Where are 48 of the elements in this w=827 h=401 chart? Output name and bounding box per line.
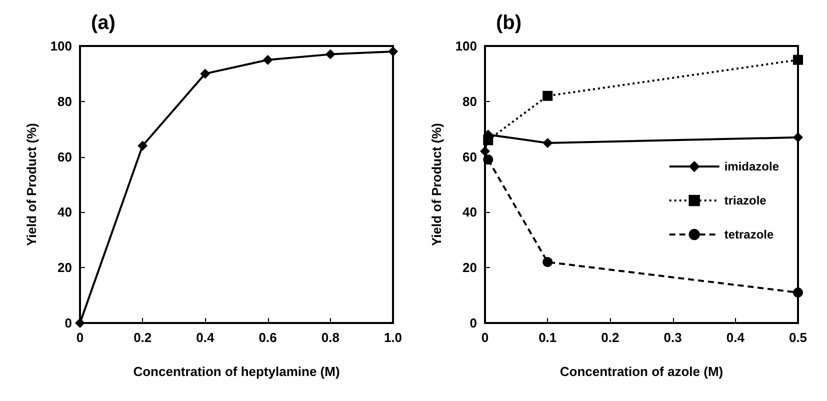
- x-tick-label: 0.2: [134, 330, 152, 345]
- point: [542, 257, 553, 268]
- x-tick-label: 0.3: [664, 330, 682, 345]
- point: [483, 135, 494, 146]
- y-axis-title: Yield of Product (%): [429, 122, 444, 246]
- point: [793, 54, 803, 65]
- chart-title: (b): [496, 12, 522, 34]
- x-axis-title: Concentration of azole (M): [560, 364, 724, 379]
- point: [542, 138, 553, 148]
- y-tick-label: 80: [58, 94, 72, 109]
- x-tick-label: 0.5: [788, 330, 808, 345]
- point: [793, 288, 803, 298]
- point: [542, 90, 553, 101]
- point: [793, 132, 803, 142]
- legend-label: tetrazole: [724, 228, 774, 242]
- legend-label: triazole: [724, 194, 767, 208]
- x-tick-label: 0.1: [538, 330, 557, 345]
- x-axis-title: Concentration of heptylamine (M): [133, 364, 340, 379]
- y-tick-label: 0: [64, 316, 72, 330]
- point: [75, 318, 85, 328]
- legend-label: imidazole: [724, 160, 780, 174]
- y-tick-label: 40: [58, 204, 72, 220]
- y-tick-label: 80: [462, 94, 477, 109]
- x-tick-label: 0: [481, 330, 489, 345]
- x-tick-label: 0.6: [258, 330, 277, 345]
- x-tick-label: 0: [76, 330, 84, 345]
- x-tick-label: 1.0: [384, 330, 402, 345]
- point: [138, 140, 148, 151]
- y-tick-label: 60: [58, 149, 72, 164]
- point: [325, 49, 336, 60]
- x-tick-label: 0.8: [321, 330, 340, 345]
- point: [483, 154, 494, 165]
- y-tick-label: 100: [455, 38, 477, 54]
- point: [200, 68, 210, 79]
- point: [388, 46, 398, 57]
- y-tick-label: 100: [50, 38, 72, 54]
- point: [480, 146, 490, 156]
- point: [262, 54, 273, 65]
- y-tick-label: 20: [58, 260, 72, 276]
- y-axis-title: Yield of Product (%): [24, 122, 39, 246]
- x-tick-label: 0.2: [601, 330, 620, 345]
- y-tick-label: 40: [462, 204, 477, 220]
- y-tick-label: 20: [462, 260, 477, 276]
- chart-title: (a): [91, 12, 116, 34]
- y-tick-label: 0: [470, 316, 477, 330]
- x-tick-label: 0.4: [196, 330, 216, 345]
- y-tick-label: 60: [462, 149, 477, 164]
- x-tick-label: 0.4: [726, 330, 746, 345]
